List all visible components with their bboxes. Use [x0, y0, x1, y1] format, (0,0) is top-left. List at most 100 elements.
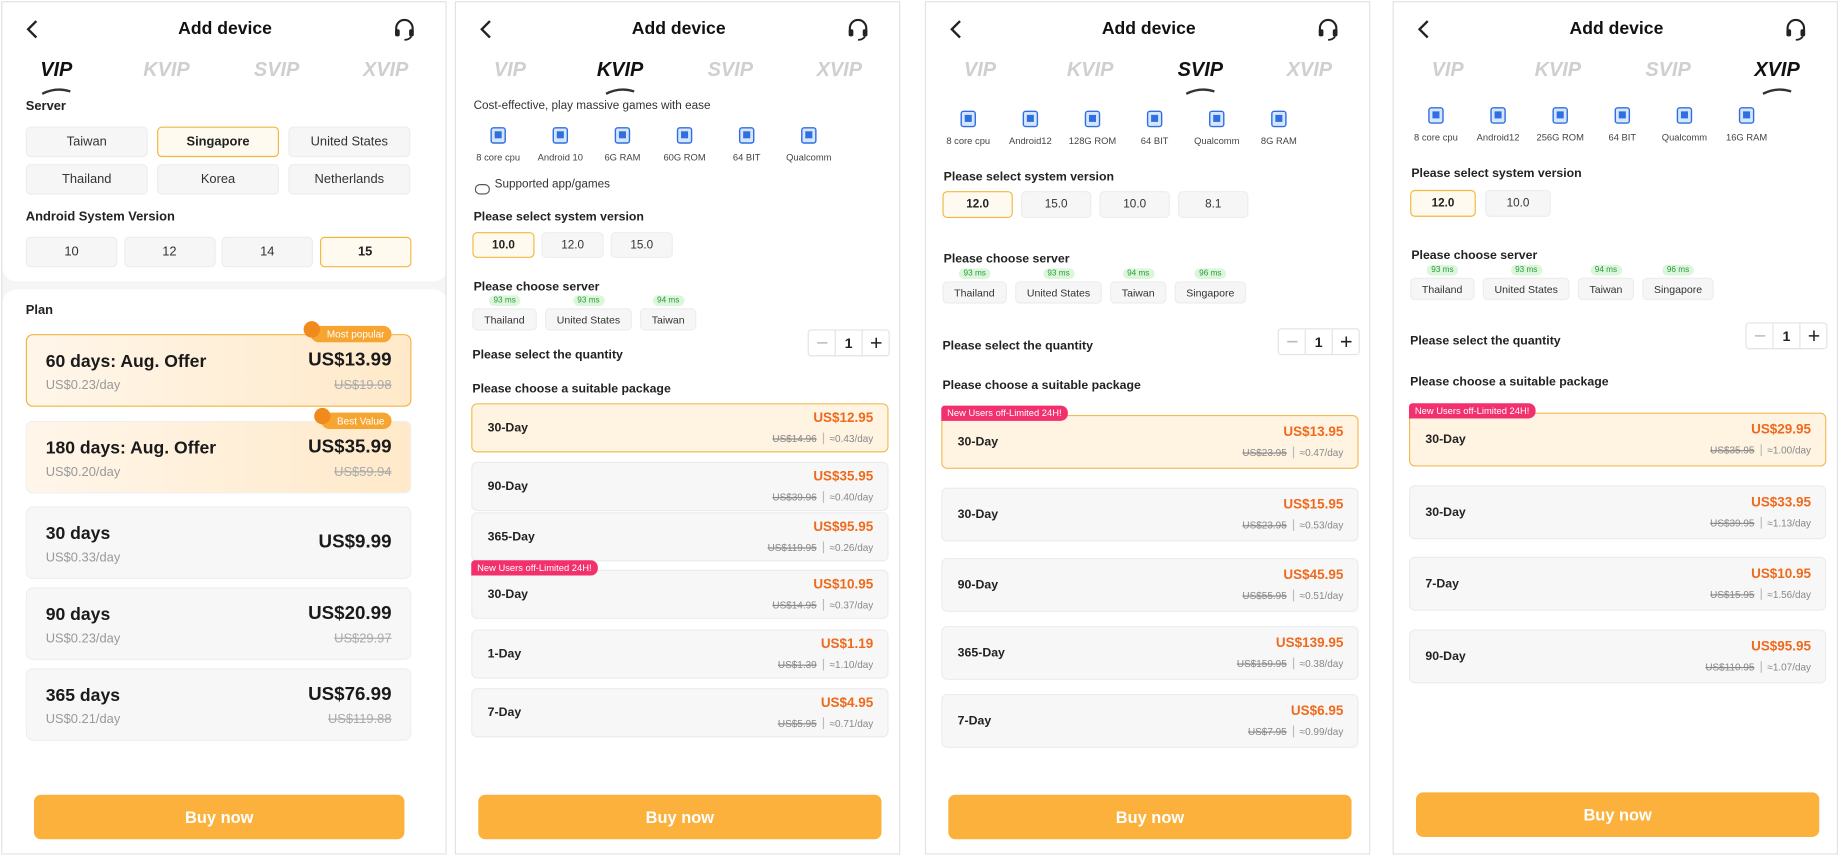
latency-badge: 93 ms — [1426, 264, 1459, 276]
package-option[interactable]: 30-Day US$10.95 US$14.95 ≈0.37/day New Users… — [471, 560, 889, 619]
support-button[interactable] — [846, 18, 869, 41]
tier-tab[interactable]: SVIP — [253, 58, 300, 81]
version-option[interactable]: 12.0 — [541, 232, 604, 258]
tier-tab[interactable]: KVIP — [143, 58, 190, 81]
server-option[interactable]: Taiwan — [640, 308, 697, 331]
plan-option[interactable]: 90 days US$0.23/day US$20.99 US$29.97 — [25, 587, 412, 660]
package-option[interactable]: 7-Day US$6.95 US$7.95 ≈0.99/day — [941, 693, 1359, 748]
plan-option[interactable]: 60 days: Aug. Offer US$0.23/day US$13.99 US… — [25, 321, 412, 407]
version-option[interactable]: 12.0 — [942, 191, 1013, 219]
server-option[interactable]: United States — [545, 308, 632, 331]
package-name: 30-Day — [957, 434, 999, 449]
tier-tab[interactable]: KVIP — [596, 58, 644, 81]
latency-badge: 93 ms — [958, 268, 991, 279]
tier-tab[interactable]: XVIP — [816, 58, 863, 81]
package-option[interactable]: 30-Day US$33.95 US$39.95 ≈1.13/day — [1408, 485, 1827, 540]
server-option[interactable]: Taiwan — [25, 126, 148, 158]
package-price: US$45.95 — [1283, 568, 1344, 583]
package-option[interactable]: 90-Day US$95.95 US$110.95 ≈1.07/day — [1408, 629, 1827, 684]
back-button[interactable] — [477, 19, 496, 40]
spec-icon — [1146, 110, 1163, 128]
plan-option[interactable]: 30 days US$0.33/day US$9.99 — [25, 506, 412, 580]
server-option[interactable]: Korea — [157, 164, 279, 195]
package-option[interactable]: 1-Day US$1.19 US$1.39 ≈1.10/day — [471, 629, 889, 679]
package-option[interactable]: 7-Day US$10.95 US$15.95 ≈1.56/day — [1408, 556, 1827, 611]
server-option[interactable]: Singapore — [157, 126, 279, 158]
package-option[interactable]: 7-Day US$4.95 US$5.95 ≈0.71/day — [471, 688, 889, 738]
server-option[interactable]: Taiwan — [1110, 281, 1167, 304]
server-option[interactable]: Thailand — [472, 308, 537, 331]
support-button[interactable] — [1784, 18, 1807, 41]
support-button[interactable] — [393, 18, 416, 41]
buy-button[interactable]: Buy now — [478, 794, 882, 840]
tier-tab[interactable]: VIP — [493, 58, 526, 81]
package-option[interactable]: 365-Day US$95.95 US$119.95 ≈0.26/day — [471, 512, 889, 562]
version-option[interactable]: 10.0 — [472, 232, 535, 258]
buy-button[interactable]: Buy now — [33, 794, 405, 840]
version-option[interactable]: 12 — [123, 236, 216, 268]
server-option[interactable]: Singapore — [1642, 277, 1714, 301]
server-option[interactable]: United States — [1482, 277, 1570, 301]
version-option[interactable]: 14 — [221, 236, 313, 268]
server-option[interactable]: United States — [288, 126, 411, 158]
server-option[interactable]: United States — [1015, 281, 1102, 304]
back-button[interactable] — [1415, 19, 1434, 40]
server-option[interactable]: Thailand — [942, 281, 1007, 304]
decrease-button[interactable] — [809, 331, 835, 356]
package-option[interactable]: 365-Day US$139.95 US$159.95 ≈0.38/day — [941, 625, 1359, 680]
version-option[interactable]: 10 — [25, 236, 118, 268]
plan-old-price: US$59.94 — [334, 465, 392, 480]
back-button[interactable] — [947, 19, 966, 40]
package-option[interactable]: 90-Day US$45.95 US$55.95 ≈0.51/day — [941, 557, 1359, 612]
server-option[interactable]: Thailand — [1410, 277, 1475, 301]
server-option[interactable]: Thailand — [25, 164, 148, 195]
quantity-stepper: 1 — [1277, 328, 1360, 356]
buy-button[interactable]: Buy now — [948, 794, 1352, 840]
increase-button[interactable] — [1333, 329, 1359, 354]
increase-button[interactable] — [1800, 324, 1826, 349]
package-option[interactable]: 30-Day US$29.95 US$35.95 ≈1.00/day New Users… — [1408, 403, 1827, 467]
version-option[interactable]: 8.1 — [1178, 191, 1249, 219]
version-option[interactable]: 12.0 — [1410, 189, 1476, 217]
spec-label: 8 core cpu — [476, 152, 521, 163]
tier-tab[interactable]: VIP — [1431, 58, 1464, 81]
server-option[interactable]: Singapore — [1174, 281, 1247, 304]
support-button[interactable] — [1316, 18, 1339, 41]
supported-link[interactable]: Supported app/games — [494, 178, 611, 192]
tier-tab[interactable]: VIP — [40, 58, 73, 81]
tier-tab[interactable]: SVIP — [1645, 58, 1691, 81]
version-option[interactable]: 10.0 — [1485, 189, 1551, 217]
package-option[interactable]: 90-Day US$35.95 US$39.96 ≈0.40/day — [471, 461, 889, 512]
tier-tab[interactable]: SVIP — [707, 58, 753, 81]
plan-option[interactable]: 180 days: Aug. Offer US$0.20/day US$35.99 U… — [25, 407, 412, 494]
version-option[interactable]: 15.0 — [610, 232, 673, 258]
tier-tab[interactable]: KVIP — [1534, 58, 1582, 81]
server-option[interactable]: Netherlands — [288, 164, 411, 195]
decrease-button[interactable] — [1747, 324, 1773, 349]
package-option[interactable]: 30-Day US$15.95 US$23.95 ≈0.53/day — [941, 487, 1359, 542]
decrease-button[interactable] — [1279, 329, 1305, 354]
tier-tab[interactable]: XVIP — [1286, 58, 1333, 81]
plan-option[interactable]: 365 days US$0.21/day US$76.99 US$119.88 — [25, 668, 412, 741]
package-option[interactable]: 30-Day US$12.95 US$14.96 ≈0.43/day — [471, 403, 889, 453]
package-option[interactable]: 30-Day US$13.95 US$23.95 ≈0.47/day New Users… — [941, 405, 1359, 469]
tier-tab[interactable]: XVIP — [362, 58, 409, 81]
package-old-price: US$1.39 — [777, 658, 817, 671]
buy-button[interactable]: Buy now — [1416, 792, 1820, 837]
tier-tab[interactable]: XVIP — [1754, 58, 1800, 81]
quantity-stepper: 1 — [807, 329, 890, 357]
server-option[interactable]: Taiwan — [1577, 277, 1635, 301]
version-option[interactable]: 15 — [319, 236, 411, 268]
package-price: US$95.95 — [813, 520, 874, 535]
version-option[interactable]: 15.0 — [1020, 191, 1092, 219]
spec-label: Android 10 — [537, 152, 583, 163]
tier-tab[interactable]: SVIP — [1177, 58, 1224, 81]
tier-tab[interactable]: VIP — [963, 58, 997, 81]
back-button[interactable] — [23, 19, 42, 40]
package-per-day: ≈0.38/day — [1299, 657, 1344, 670]
increase-button[interactable] — [863, 331, 889, 356]
spec-icon — [1490, 107, 1506, 125]
package-old-price: US$119.95 — [767, 541, 817, 554]
tier-tab[interactable]: KVIP — [1066, 58, 1114, 81]
version-option[interactable]: 10.0 — [1099, 191, 1170, 219]
